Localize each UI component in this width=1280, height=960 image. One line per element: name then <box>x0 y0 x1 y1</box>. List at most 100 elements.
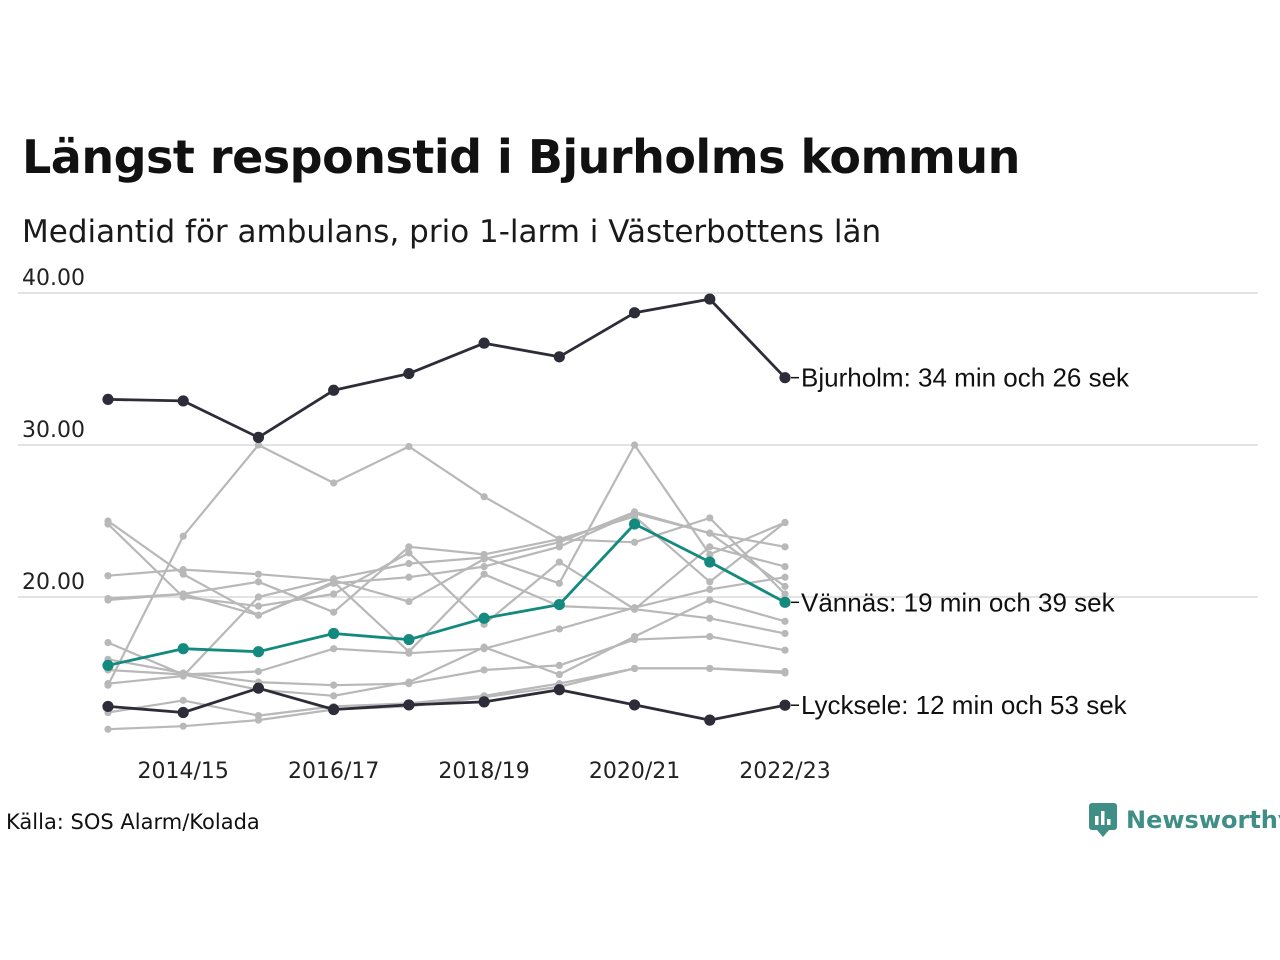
data-point <box>555 535 563 543</box>
data-point <box>405 442 413 451</box>
series-line <box>107 686 786 722</box>
data-point <box>179 532 187 540</box>
data-point <box>177 643 189 655</box>
data-point <box>706 543 714 551</box>
data-point <box>630 538 639 546</box>
data-point <box>706 664 714 673</box>
y-axis-ticks: 20.00 30.00 40.00 <box>22 266 85 595</box>
y-tick-label: 40.00 <box>22 266 85 291</box>
data-point <box>102 659 114 672</box>
data-point <box>628 699 641 711</box>
data-point <box>330 645 338 653</box>
data-point <box>706 632 714 641</box>
data-point <box>254 441 263 449</box>
data-point <box>781 646 789 654</box>
newsworthy-logo: Newsworthy <box>1088 802 1280 838</box>
x-axis-ticks: 2014/15 2016/17 2018/19 2020/21 2022/23 <box>138 759 831 784</box>
data-point <box>254 716 263 724</box>
data-point <box>330 479 338 487</box>
data-point <box>555 579 563 587</box>
x-tick-label: 2016/17 <box>288 759 379 784</box>
data-point <box>102 393 114 405</box>
data-point <box>553 351 565 363</box>
data-point <box>104 725 112 733</box>
data-point <box>179 566 187 574</box>
series-end-label: Vännäs: 19 min och 39 sek <box>801 587 1116 617</box>
data-point <box>630 441 639 449</box>
data-point <box>405 549 413 557</box>
data-point <box>779 372 791 384</box>
data-point <box>179 590 187 598</box>
data-point <box>252 646 265 658</box>
data-point <box>328 703 340 716</box>
data-point <box>555 543 563 551</box>
series-line <box>107 512 786 617</box>
data-point <box>177 395 189 407</box>
newsworthy-logo-icon <box>1089 803 1117 837</box>
data-point <box>254 611 263 619</box>
data-point <box>254 593 263 601</box>
x-tick-label: 2014/15 <box>138 759 229 784</box>
chart-subtitle: Mediantid för ambulans, prio 1-larm i Vä… <box>22 214 882 250</box>
series-line <box>107 520 786 653</box>
data-point <box>405 573 413 581</box>
data-point <box>328 384 340 396</box>
series-line <box>107 635 786 687</box>
x-tick-label: 2020/21 <box>589 759 680 784</box>
chart-title: Längst responstid i Bjurholms kommun <box>22 130 1020 184</box>
data-point <box>630 664 639 673</box>
data-point <box>254 667 263 676</box>
y-tick-label: 30.00 <box>22 418 85 443</box>
series-labels: Bjurholm: 34 min och 26 sek Vännäs: 19 mi… <box>791 363 1130 720</box>
data-point <box>706 596 714 604</box>
series-line <box>107 516 786 614</box>
series-line <box>107 443 786 686</box>
data-point <box>630 632 639 641</box>
series-line <box>107 523 786 626</box>
data-point <box>330 579 338 587</box>
data-point <box>177 706 189 719</box>
data-point <box>706 578 714 586</box>
data-point <box>628 518 641 530</box>
data-point <box>706 550 714 559</box>
data-point <box>405 678 413 686</box>
data-point <box>706 514 714 522</box>
data-point <box>405 649 413 657</box>
data-point <box>781 582 789 590</box>
data-point <box>104 639 112 647</box>
data-point <box>706 585 714 594</box>
data-point <box>104 680 112 688</box>
data-point <box>405 559 413 568</box>
x-tick-label: 2018/19 <box>438 759 529 784</box>
data-point <box>104 520 112 528</box>
data-point <box>403 367 415 380</box>
data-point <box>779 699 791 711</box>
data-point <box>252 682 265 694</box>
source-note: Källa: SOS Alarm/Kolada <box>6 810 260 834</box>
data-point <box>781 563 789 571</box>
series-line <box>107 522 786 667</box>
data-point <box>781 573 789 581</box>
data-point <box>779 596 791 608</box>
data-point <box>781 617 789 625</box>
data-point <box>252 431 265 443</box>
data-point <box>480 643 488 651</box>
data-point <box>555 625 563 633</box>
data-point <box>403 633 415 646</box>
data-point <box>104 596 112 604</box>
data-point <box>630 509 639 517</box>
data-point <box>480 570 488 578</box>
data-point <box>781 543 789 551</box>
data-point <box>179 696 187 704</box>
series-line <box>107 443 786 685</box>
series-line <box>107 576 786 676</box>
series-line <box>107 598 786 697</box>
data-point <box>555 558 563 566</box>
data-point <box>330 692 338 700</box>
data-point <box>330 608 338 616</box>
data-point <box>480 493 488 501</box>
data-point <box>555 670 563 679</box>
data-point <box>704 556 716 568</box>
data-point <box>553 684 565 696</box>
